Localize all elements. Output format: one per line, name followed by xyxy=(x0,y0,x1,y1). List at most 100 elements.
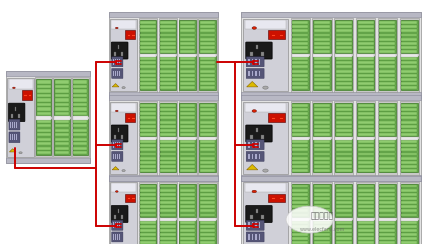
Bar xyxy=(313,21,329,24)
Bar xyxy=(55,129,69,132)
Bar xyxy=(313,61,329,64)
Bar xyxy=(400,74,416,77)
Bar xyxy=(140,29,155,32)
Bar xyxy=(36,80,51,83)
Bar xyxy=(335,42,351,45)
Bar xyxy=(199,201,215,204)
Bar xyxy=(245,103,285,112)
Bar xyxy=(140,112,155,115)
Bar xyxy=(313,25,329,28)
Bar xyxy=(36,98,51,102)
Bar xyxy=(119,142,120,148)
Bar xyxy=(160,78,175,81)
Bar xyxy=(55,89,69,92)
Bar xyxy=(313,201,329,204)
Bar xyxy=(160,205,175,208)
Bar xyxy=(55,85,69,88)
Text: 電子發燒友: 電子發燒友 xyxy=(310,212,333,220)
Bar xyxy=(159,139,176,173)
Bar xyxy=(198,18,216,92)
Bar xyxy=(251,153,253,159)
Bar xyxy=(180,225,195,228)
Bar xyxy=(356,103,373,136)
Bar xyxy=(291,221,308,224)
Bar xyxy=(355,182,374,244)
Bar xyxy=(180,61,195,64)
Bar xyxy=(117,223,118,228)
Bar xyxy=(198,182,216,244)
Bar xyxy=(400,237,416,240)
Bar xyxy=(356,218,373,221)
Bar xyxy=(180,74,195,77)
Bar xyxy=(400,108,416,111)
Bar xyxy=(125,30,135,39)
Bar xyxy=(335,225,351,228)
Bar xyxy=(199,140,215,143)
Bar xyxy=(313,144,329,147)
Bar xyxy=(291,169,308,172)
Bar xyxy=(140,152,155,155)
Bar xyxy=(199,152,215,155)
Bar xyxy=(357,21,373,24)
Bar xyxy=(160,121,175,123)
Bar xyxy=(357,197,373,200)
Bar xyxy=(115,142,116,148)
Bar xyxy=(115,153,116,159)
Bar xyxy=(357,33,373,36)
Bar xyxy=(10,122,12,128)
Bar xyxy=(159,54,176,57)
Bar xyxy=(199,65,215,68)
Bar xyxy=(245,20,285,29)
Bar xyxy=(248,59,250,65)
Bar xyxy=(36,147,51,150)
Bar xyxy=(199,129,215,132)
Bar xyxy=(73,103,87,106)
Bar xyxy=(357,209,373,212)
Bar xyxy=(140,144,155,147)
Bar xyxy=(55,124,69,127)
Bar xyxy=(399,101,418,175)
Bar xyxy=(72,80,88,115)
Bar xyxy=(109,95,217,100)
Bar xyxy=(113,71,114,76)
Bar xyxy=(335,193,351,196)
Bar xyxy=(357,116,373,119)
Bar xyxy=(139,20,156,53)
Bar xyxy=(109,175,217,181)
Bar xyxy=(357,152,373,155)
Bar xyxy=(400,233,416,236)
Bar xyxy=(125,113,135,122)
Bar xyxy=(335,61,351,64)
FancyBboxPatch shape xyxy=(245,205,271,223)
Bar xyxy=(180,209,195,212)
Bar xyxy=(119,234,120,240)
Bar xyxy=(159,20,176,53)
Bar xyxy=(291,20,308,53)
Bar xyxy=(378,144,394,147)
Bar xyxy=(335,116,351,119)
Bar xyxy=(400,205,416,208)
Bar xyxy=(334,56,351,90)
Bar xyxy=(290,182,309,244)
Bar xyxy=(335,38,351,41)
Bar xyxy=(313,229,329,232)
Bar xyxy=(378,20,395,53)
Bar xyxy=(357,104,373,107)
Bar xyxy=(73,89,87,92)
Bar xyxy=(335,197,351,200)
Bar xyxy=(160,108,175,111)
Bar xyxy=(378,165,394,168)
Bar xyxy=(111,103,135,112)
Bar xyxy=(291,82,308,85)
Bar xyxy=(180,221,195,224)
Bar xyxy=(312,18,331,92)
Bar xyxy=(334,182,353,244)
FancyBboxPatch shape xyxy=(241,176,420,244)
Bar xyxy=(313,218,330,221)
Bar xyxy=(36,80,52,115)
Bar xyxy=(291,139,308,173)
Bar xyxy=(160,42,175,45)
Bar xyxy=(335,165,351,168)
Bar xyxy=(159,184,176,217)
Bar xyxy=(357,125,373,128)
